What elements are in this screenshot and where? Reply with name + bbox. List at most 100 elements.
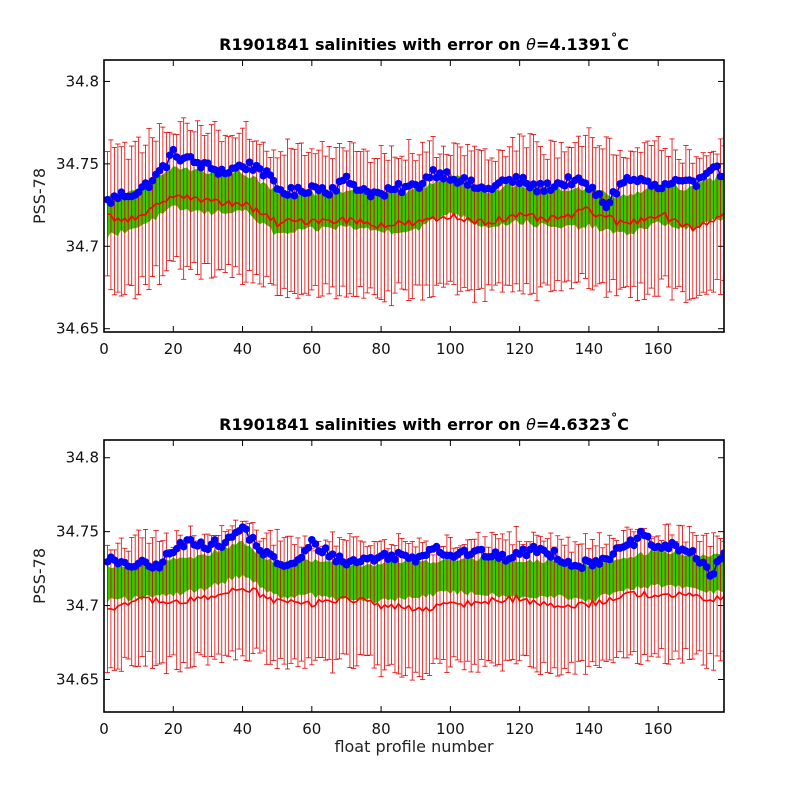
y-tick-label: 34.65 [56, 320, 99, 338]
measured-point [162, 163, 171, 172]
measured-point [398, 188, 406, 197]
plot-area [104, 519, 724, 681]
measured-point [560, 182, 569, 190]
x-tick-label: 140 [575, 340, 604, 358]
measured-point [283, 191, 292, 199]
measured-point [269, 552, 278, 561]
x-tick-label: 120 [505, 340, 534, 358]
plot-area [104, 117, 724, 307]
measured-point [529, 542, 538, 551]
mapped-salinity-line [107, 193, 724, 233]
chart-title-value: =4.6323 [536, 415, 611, 434]
measured-point [418, 179, 427, 188]
measured-point [211, 536, 219, 544]
measured-point [290, 191, 299, 200]
measured-point [159, 558, 167, 566]
x-tick-label: 80 [372, 720, 391, 738]
chart-title-prefix: R1901841 salinities with error on [219, 415, 526, 434]
chart-title-symbol: θ [526, 35, 536, 54]
x-tick-label: 0 [99, 720, 109, 738]
measured-point [332, 557, 340, 566]
chart-title-symbol: θ [526, 415, 536, 434]
measured-point [467, 176, 475, 184]
x-tick-label: 120 [505, 720, 534, 738]
measured-point [328, 550, 337, 558]
chart-title: R1901841 salinities with error on θ=4.13… [219, 31, 629, 54]
x-tick-label: 40 [233, 340, 252, 358]
x-tick-label: 20 [164, 720, 183, 738]
measured-point [179, 542, 188, 551]
measured-point [380, 549, 389, 558]
measured-point [304, 543, 313, 552]
measured-point [169, 145, 178, 154]
measured-point [287, 183, 295, 192]
x-tick-label: 60 [302, 720, 321, 738]
measured-point [422, 551, 430, 560]
measured-point [425, 173, 434, 182]
measured-point [578, 564, 586, 573]
measured-point [342, 172, 351, 181]
measured-point [197, 538, 205, 546]
measured-point [245, 158, 254, 167]
measured-point [432, 542, 441, 551]
measured-point [172, 544, 181, 553]
measured-point [114, 194, 122, 203]
chart-title-prefix: R1901841 salinities with error on [219, 35, 526, 54]
measured-point [266, 171, 275, 179]
x-tick-label: 160 [644, 340, 673, 358]
measured-point [242, 165, 250, 174]
chart-title: R1901841 salinities with error on θ=4.63… [219, 411, 629, 434]
measured-point [186, 152, 195, 161]
mapped-salinity-line [107, 587, 724, 613]
measured-point [522, 551, 531, 560]
chart-panel-1: 0 20 40 60 80 100 120 140 160 34.65 34.7 34.75 34.8 P… [30, 31, 725, 358]
measured-point [720, 549, 724, 557]
measured-point [155, 564, 164, 572]
measured-point [529, 180, 538, 188]
measured-point [519, 545, 527, 553]
measured-point [145, 183, 153, 192]
measured-point [477, 545, 486, 554]
x-tick-label: 0 [99, 340, 109, 358]
chart-title-unit: C [617, 35, 629, 54]
x-tick-label: 100 [436, 720, 465, 738]
measured-point [443, 168, 451, 176]
y-tick-label: 34.8 [66, 449, 99, 467]
measured-point [508, 178, 517, 186]
x-tick-label: 160 [644, 720, 673, 738]
y-tick-label: 34.75 [56, 155, 99, 173]
measured-point [166, 151, 174, 160]
chart-title-unit: C [617, 415, 629, 434]
measured-point [581, 179, 590, 187]
x-tick-label: 40 [233, 720, 252, 738]
measured-point [716, 555, 724, 563]
measured-point [311, 540, 320, 548]
measured-point [498, 550, 507, 559]
measured-point [536, 179, 545, 188]
measured-point [325, 191, 333, 199]
y-tick-label: 34.7 [66, 237, 99, 255]
measured-point [269, 176, 278, 185]
measured-point [540, 187, 548, 196]
measured-point [380, 192, 389, 200]
measured-point [391, 555, 399, 564]
x-axis-label: float profile number [334, 737, 494, 756]
measured-point [630, 541, 638, 550]
y-tick-label: 34.65 [56, 670, 99, 688]
y-tick-label: 34.75 [56, 523, 99, 541]
measured-point [543, 179, 552, 187]
y-tick-label: 34.7 [66, 597, 99, 615]
axes-box [103, 59, 725, 333]
measured-point [429, 166, 437, 174]
measured-point [394, 179, 403, 188]
measured-point [595, 560, 604, 568]
measured-point [148, 176, 157, 185]
measured-point [297, 553, 306, 562]
x-tick-label: 80 [372, 340, 391, 358]
measured-point [533, 187, 541, 196]
chart-title-degree: ° [611, 411, 617, 425]
measured-point [702, 563, 711, 571]
chart-title-degree: ° [611, 31, 617, 45]
measured-point [436, 169, 444, 177]
